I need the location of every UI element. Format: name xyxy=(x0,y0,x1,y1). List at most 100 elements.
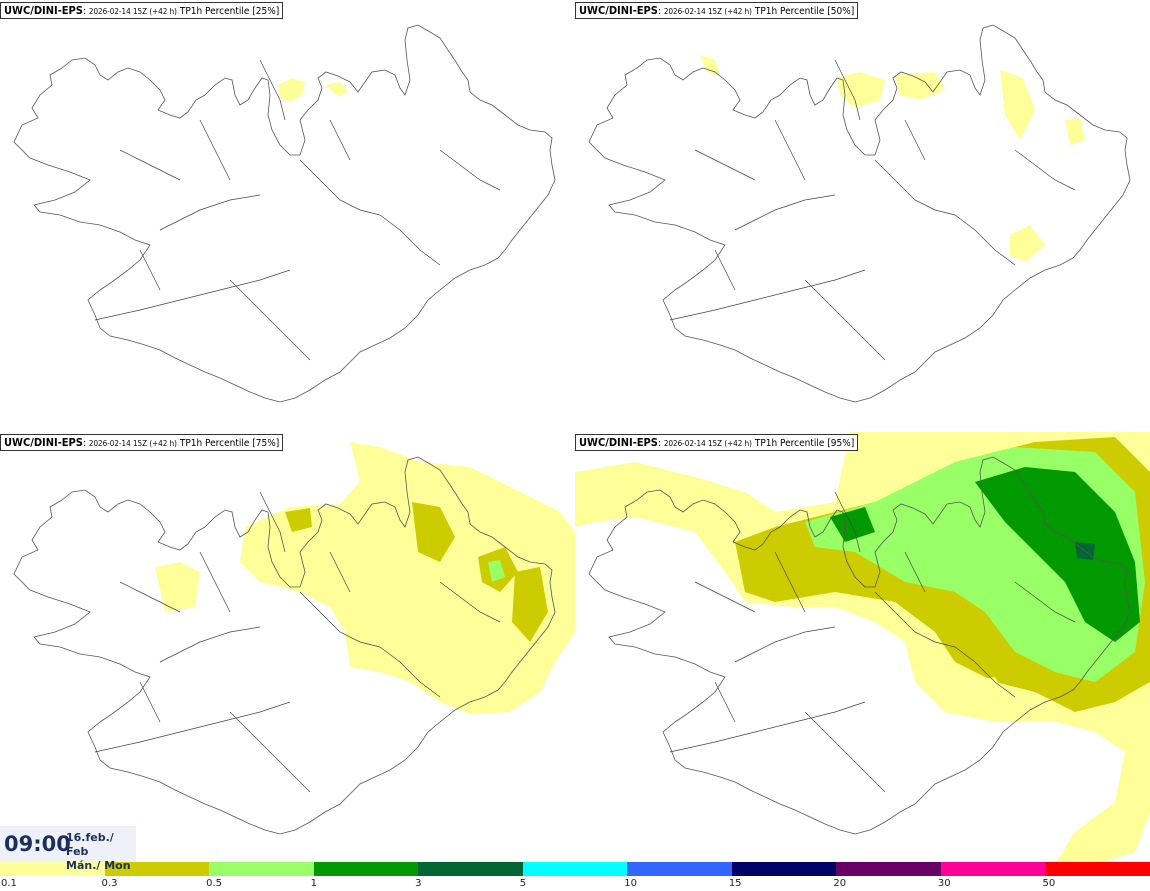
road-line xyxy=(834,59,861,121)
road-line xyxy=(119,149,181,181)
legend-swatch xyxy=(940,862,1046,876)
legend-swatch xyxy=(522,862,628,876)
precip-area xyxy=(488,560,505,582)
road-line xyxy=(229,279,311,361)
road-line xyxy=(954,646,1016,698)
precip-shading xyxy=(155,442,575,714)
legend-swatch xyxy=(104,862,210,876)
road-line xyxy=(904,551,926,593)
road-line xyxy=(714,681,736,723)
legend-ticks: 0.1 0.3 0.5 1 3 5 10 15 20 30 50 xyxy=(0,878,1150,890)
legend-tick-label: 15 xyxy=(728,878,742,889)
valid-time: 09:00 xyxy=(4,832,71,856)
legend-tick-label: 0.1 xyxy=(1,878,17,889)
road-line xyxy=(774,551,806,613)
road-line xyxy=(299,591,381,648)
valid-date-line2: Mán./ Mon xyxy=(66,859,131,872)
legend-swatch xyxy=(0,862,105,876)
coastline xyxy=(13,24,556,403)
legend-tick-label: 3 xyxy=(415,878,422,889)
road-line xyxy=(329,551,351,593)
coastline-outline xyxy=(13,24,556,403)
road-line xyxy=(669,701,866,753)
map-panel-p25: UWC/DINI-EPS: 2026-02-14 15Z (+42 h) TP1… xyxy=(0,0,575,432)
road-line xyxy=(259,59,286,121)
road-line xyxy=(834,491,861,553)
road-line xyxy=(379,214,441,266)
legend-tick-label: 10 xyxy=(624,878,637,889)
precip-area xyxy=(240,442,575,714)
road-line xyxy=(139,681,161,723)
road-line xyxy=(159,194,261,231)
legend-swatch xyxy=(1045,862,1150,876)
map-panel-p95: UWC/DINI-EPS: 2026-02-14 15Z (+42 h) TP1… xyxy=(575,432,1150,864)
road-line xyxy=(439,149,501,191)
road-line xyxy=(139,249,161,291)
road-line xyxy=(774,119,806,181)
precip-area xyxy=(278,78,305,102)
coastline-outline xyxy=(588,456,1131,835)
road-line xyxy=(199,119,231,181)
precip-area xyxy=(1065,118,1085,145)
legend-tick-label: 1 xyxy=(310,878,317,889)
precip-area xyxy=(285,508,312,532)
precip-area xyxy=(155,562,200,612)
precip-map xyxy=(13,442,575,835)
legend-tick-label: 20 xyxy=(833,878,847,889)
coastline-outline xyxy=(13,456,556,835)
precip-area xyxy=(895,72,945,100)
road-line xyxy=(804,711,886,793)
precip-area xyxy=(1000,70,1035,140)
precip-area xyxy=(325,82,348,96)
panel-title: UWC/DINI-EPS: 2026-02-14 15Z (+42 h) TP1… xyxy=(575,434,859,451)
road-line xyxy=(1014,149,1076,191)
legend-swatch xyxy=(627,862,732,876)
road-line xyxy=(734,194,836,231)
road-line xyxy=(94,269,291,321)
legend-swatch xyxy=(418,862,523,876)
road-line xyxy=(229,711,311,793)
legend-swatch xyxy=(209,862,314,876)
map-panel-p75: UWC/DINI-EPS: 2026-02-14 15Z (+42 h) TP1… xyxy=(0,432,575,864)
map-panel-p50: UWC/DINI-EPS: 2026-02-14 15Z (+42 h) TP1… xyxy=(575,0,1150,432)
coastline xyxy=(588,456,1131,835)
precip-shading xyxy=(278,78,348,102)
coastline xyxy=(13,456,556,835)
precip-map xyxy=(575,432,1150,864)
valid-date: 16.feb./ Feb Mán./ Mon xyxy=(66,831,136,873)
precip-area xyxy=(512,567,548,642)
road-line xyxy=(379,646,441,698)
legend-swatch xyxy=(313,862,419,876)
valid-date-line1: 16.feb./ Feb xyxy=(66,831,114,858)
precip-area xyxy=(965,677,1005,700)
road-line xyxy=(299,159,381,216)
precip-shading xyxy=(700,55,1085,262)
legend-swatch xyxy=(836,862,941,876)
panel-title: UWC/DINI-EPS: 2026-02-14 15Z (+42 h) TP1… xyxy=(0,434,284,451)
legend-tick-label: 0.5 xyxy=(206,878,222,889)
road-line xyxy=(159,626,261,663)
road-line xyxy=(259,491,286,553)
precip-area xyxy=(975,467,1140,642)
precip-map xyxy=(588,24,1131,403)
color-legend xyxy=(0,862,1150,876)
precip-area xyxy=(700,55,720,75)
road-line xyxy=(694,581,756,613)
legend-tick-label: 50 xyxy=(1042,878,1056,889)
road-line xyxy=(1014,581,1076,623)
road-line xyxy=(119,581,181,613)
coastline-outline xyxy=(588,24,1131,403)
precip-area xyxy=(1010,225,1045,262)
road-line xyxy=(669,269,866,321)
road-line xyxy=(199,551,231,613)
coastline xyxy=(588,24,1131,403)
road-line xyxy=(874,591,956,648)
road-line xyxy=(329,119,351,161)
panel-title: UWC/DINI-EPS: 2026-02-14 15Z (+42 h) TP1… xyxy=(575,2,859,19)
road-line xyxy=(694,149,756,181)
legend-tick-label: 30 xyxy=(937,878,951,889)
road-line xyxy=(874,159,956,216)
legend-tick-label: 5 xyxy=(519,878,527,889)
road-line xyxy=(954,214,1016,266)
precip-shading xyxy=(575,432,1150,864)
